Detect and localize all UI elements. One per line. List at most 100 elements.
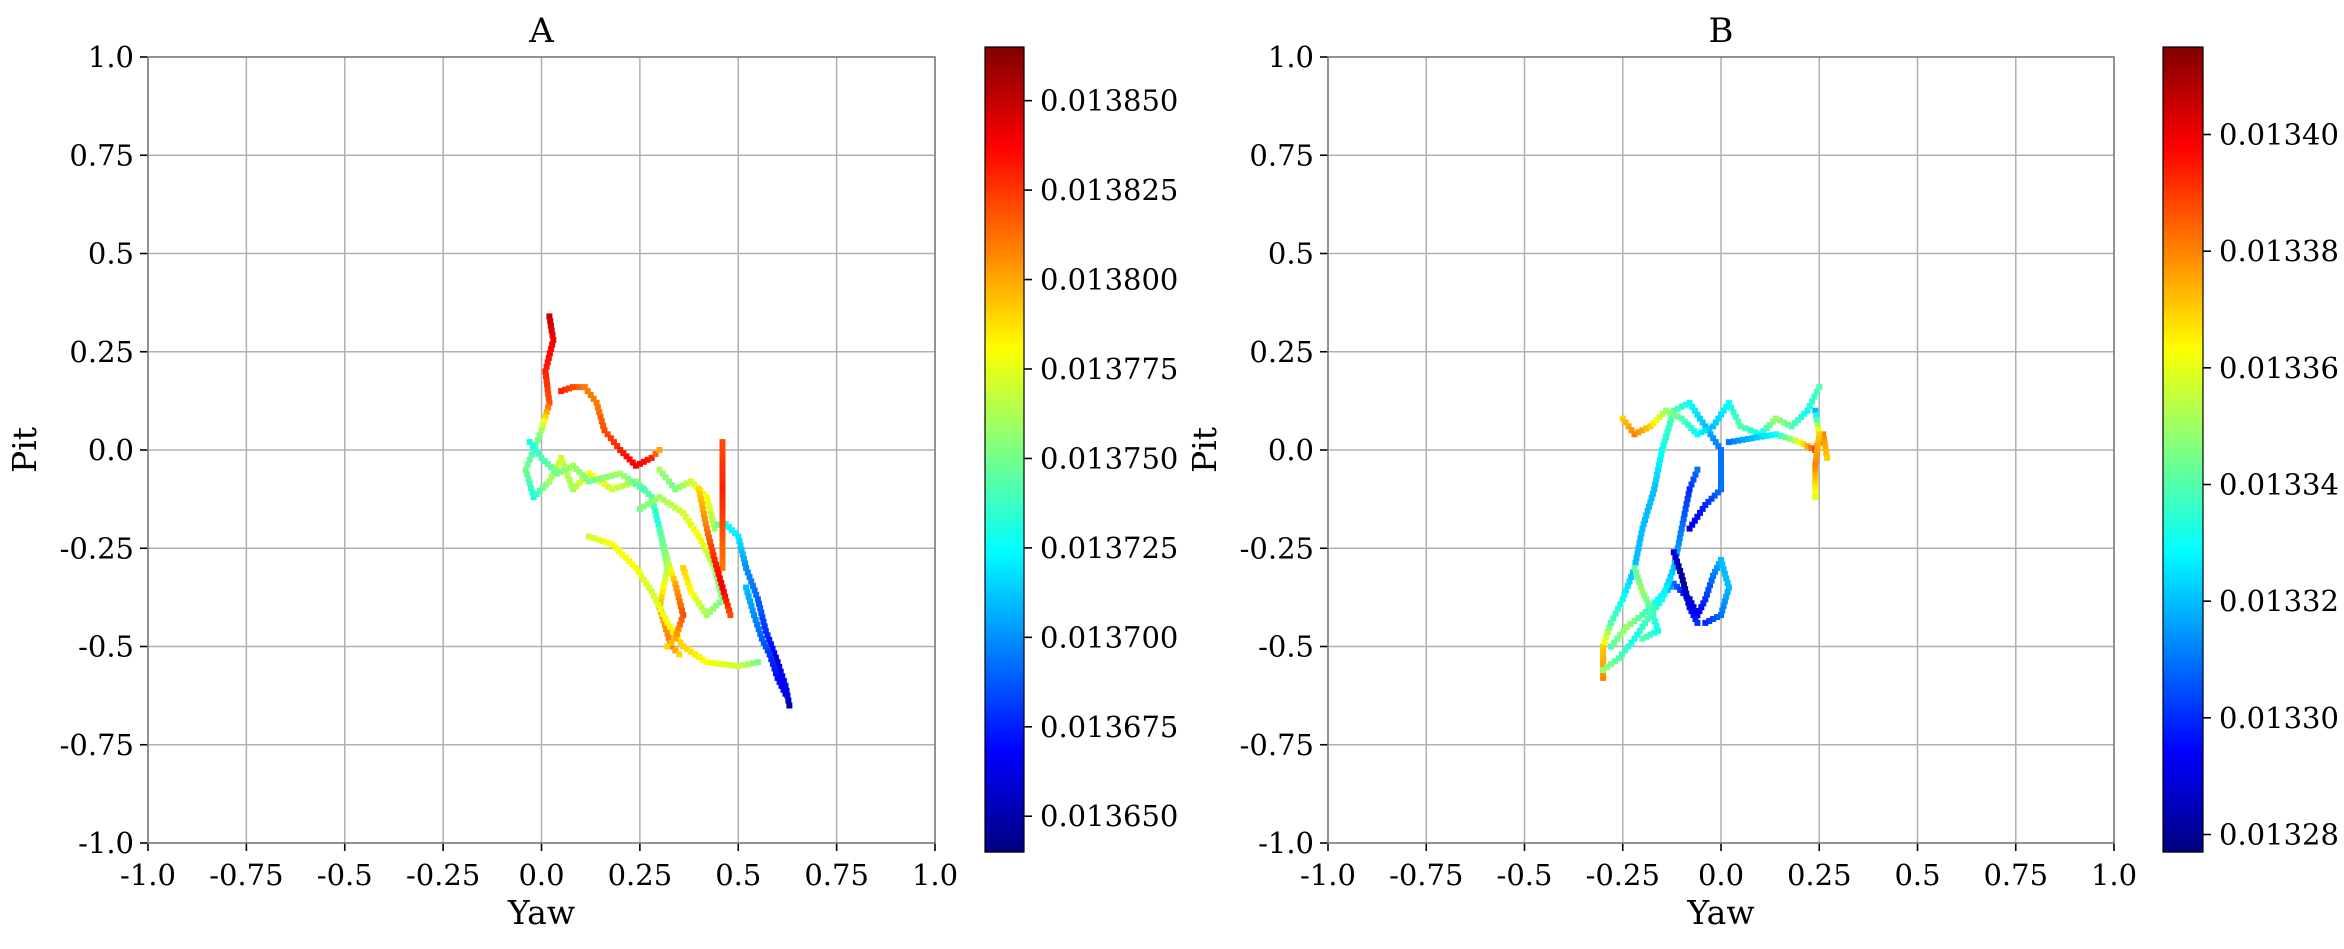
colorbar-segment — [2163, 352, 2203, 358]
heatmap-cell — [688, 478, 694, 485]
colorbar-segment — [985, 489, 1024, 495]
heatmap-cell — [1712, 439, 1719, 446]
heatmap-cell — [1639, 635, 1646, 642]
heatmap-cell — [726, 607, 733, 614]
heatmap-cell — [700, 510, 707, 517]
colorbar-segment — [2163, 691, 2203, 696]
colorbar-segment — [2163, 332, 2203, 338]
heatmap-cell — [1606, 624, 1613, 631]
colorbar-segment — [985, 87, 1024, 92]
y-tick-label: -0.25 — [60, 531, 134, 565]
heatmap-cell — [719, 505, 726, 512]
heatmap-cell — [1718, 461, 1724, 468]
heatmap-cell — [719, 530, 726, 537]
heatmap-cell — [676, 484, 683, 491]
heatmap-cell — [579, 472, 586, 479]
heatmap-cell — [629, 561, 636, 568]
heatmap-cell — [1608, 619, 1614, 626]
heatmap-cell — [1635, 429, 1642, 436]
colorbar-segment — [985, 699, 1024, 704]
heatmap-cell — [1658, 451, 1665, 458]
colorbar-segment — [985, 220, 1024, 225]
heatmap-cell — [676, 507, 683, 514]
heatmap-cell — [709, 560, 716, 567]
heatmap-cell — [542, 413, 549, 420]
colorbar-segment — [985, 139, 1024, 145]
heatmap-cell — [754, 596, 761, 603]
heatmap-cell — [672, 647, 679, 654]
heatmap-cell — [1715, 443, 1722, 450]
heatmap-cell — [1690, 612, 1697, 619]
heatmap-cell — [1703, 591, 1710, 598]
colorbar-segment — [2163, 481, 2203, 487]
heatmap-cell — [706, 534, 712, 541]
heatmap-cell — [1652, 618, 1658, 625]
colorbar-segment — [2163, 538, 2203, 543]
heatmap-cell — [1634, 550, 1641, 557]
heatmap-cell — [698, 501, 705, 507]
heatmap-cell — [576, 469, 583, 475]
heatmap-cell — [1773, 415, 1779, 422]
heatmap-cell — [782, 682, 789, 689]
heatmap-cell — [648, 588, 655, 595]
colorbar-segment — [2163, 634, 2203, 640]
colorbar-segment — [2163, 429, 2203, 435]
heatmap-cell — [1706, 425, 1713, 432]
heatmap-cell — [1601, 638, 1608, 645]
heatmap-cell — [545, 354, 552, 361]
heatmap-cell — [690, 592, 697, 599]
heatmap-cell — [1691, 407, 1698, 414]
heatmap-cell — [676, 598, 683, 605]
colorbar-segment — [2163, 622, 2203, 628]
colorbar-segment — [2163, 63, 2203, 68]
heatmap-cell — [1642, 619, 1648, 626]
colorbar-segment — [985, 119, 1024, 125]
heatmap-cell — [596, 409, 603, 415]
x-tick-label: -0.5 — [1497, 858, 1553, 892]
heatmap-cell — [1631, 564, 1638, 571]
heatmap-cell — [598, 418, 605, 425]
heatmap-cell — [1824, 454, 1831, 461]
heatmap-cell — [1780, 419, 1787, 426]
heatmap-cell — [1648, 495, 1655, 501]
heatmap-cell — [1791, 437, 1798, 444]
colorbar-segment — [2163, 232, 2203, 237]
colorbar-segment — [2163, 147, 2203, 153]
heatmap-cell — [1683, 501, 1690, 507]
colorbar-segment — [985, 151, 1024, 157]
colorbar-segment — [985, 155, 1024, 161]
heatmap-cell — [1719, 607, 1726, 614]
heatmap-cell — [1624, 582, 1631, 589]
heatmap-cell — [1694, 431, 1701, 438]
colorbar-segment — [985, 208, 1024, 213]
heatmap-cell — [690, 525, 697, 532]
colorbar-segment — [985, 421, 1024, 426]
heatmap-cell — [1611, 639, 1618, 646]
colorbar-segment — [2163, 280, 2203, 286]
heatmap-cell — [543, 363, 550, 370]
colorbar-segment — [985, 75, 1024, 80]
heatmap-cell — [669, 627, 676, 634]
colorbar-segment — [985, 513, 1024, 519]
heatmap-cell — [1678, 415, 1685, 422]
heatmap-cell — [680, 509, 687, 516]
heatmap-cell — [727, 612, 734, 619]
heatmap-cell — [1604, 629, 1611, 636]
colorbar-segment — [985, 747, 1024, 752]
heatmap-cell — [648, 498, 655, 505]
x-tick-label: -0.25 — [406, 858, 480, 892]
colorbar-segment — [2163, 163, 2203, 169]
colorbar-segment — [2163, 779, 2203, 785]
colorbar-segment — [985, 240, 1024, 245]
x-tick-label: 1.0 — [2091, 858, 2137, 892]
heatmap-cell — [582, 475, 589, 482]
heatmap-cell — [1622, 647, 1629, 654]
colorbar-segment — [2163, 75, 2203, 80]
heatmap-cell — [530, 494, 537, 501]
heatmap-cell — [654, 516, 661, 523]
heatmap-cell — [664, 557, 671, 563]
heatmap-cell — [719, 520, 726, 527]
colorbar-segment — [2163, 811, 2203, 817]
heatmap-cell — [1608, 643, 1614, 650]
colorbar-segment — [2163, 103, 2203, 108]
